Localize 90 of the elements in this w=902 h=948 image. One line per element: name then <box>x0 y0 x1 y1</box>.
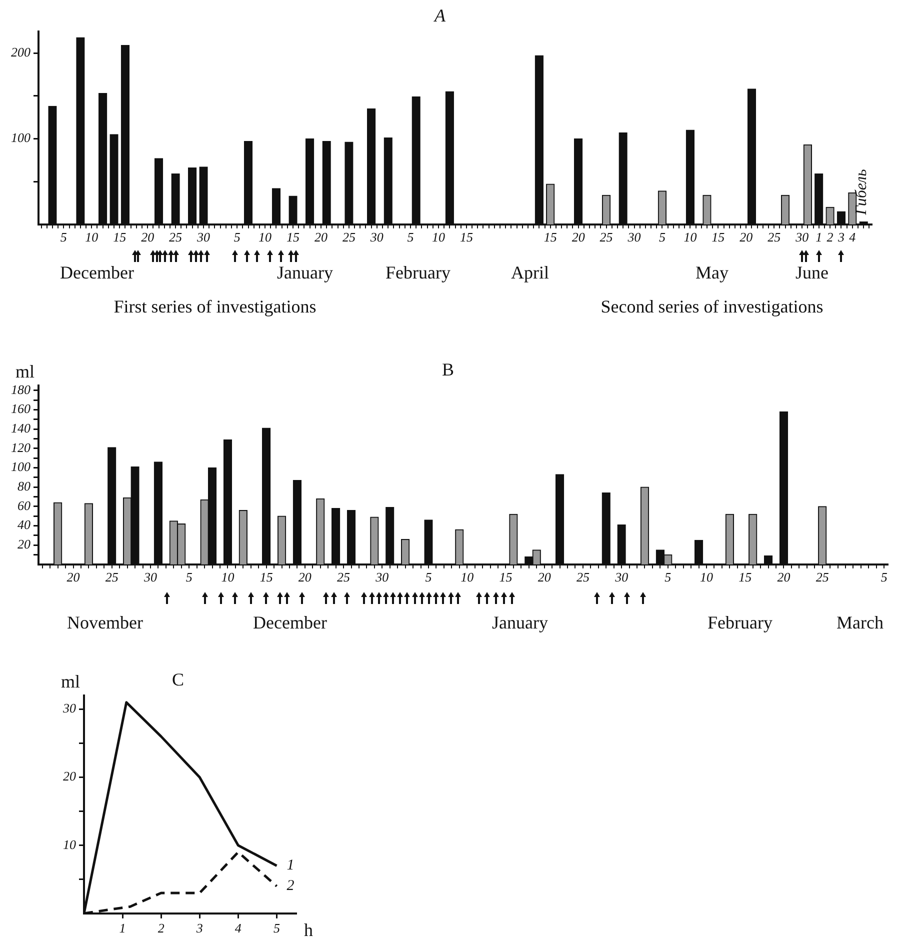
x-tick-label: 10 <box>258 230 272 245</box>
chart-title: B <box>442 360 454 380</box>
x-tick-label: 10 <box>221 570 235 585</box>
x-tick-label: 30 <box>196 230 211 245</box>
y-tick-label: 160 <box>11 401 31 416</box>
x-tick-label: 15 <box>260 570 274 585</box>
y-tick-label: 40 <box>18 517 31 532</box>
text: December <box>60 262 134 284</box>
y-tick-label: 120 <box>11 440 31 455</box>
x-tick-label: 15 <box>544 230 558 245</box>
x-tick-label: 1 <box>119 920 126 936</box>
x-tick-label: 25 <box>337 570 351 585</box>
y-tick-label: 30 <box>62 700 76 716</box>
text: February <box>708 612 772 634</box>
text: January <box>277 262 333 284</box>
x-tick-label: 20 <box>314 230 328 245</box>
text: Second series of investigations <box>600 296 824 318</box>
text: December <box>253 612 327 634</box>
y-tick-label: 20 <box>18 536 31 552</box>
x-tick-label: 25 <box>576 570 590 585</box>
x-tick-label: 10 <box>432 230 446 245</box>
x-tick-label: 4 <box>234 920 242 936</box>
x-tick-label: 25 <box>600 230 614 245</box>
x-tick-label: 5 <box>880 570 888 585</box>
x-tick-label: 25 <box>169 230 183 245</box>
text: May <box>696 262 728 284</box>
annotation: Гибель <box>853 169 871 215</box>
x-tick-label: 25 <box>768 230 782 245</box>
series-label: 2 <box>286 878 295 894</box>
x-tick-label: 30 <box>369 230 384 245</box>
y-axis-title: ml <box>60 671 80 692</box>
y-tick-label: 80 <box>18 478 31 494</box>
x-tick-label: 15 <box>712 230 726 245</box>
text: February <box>386 262 450 284</box>
x-tick-label: 5 <box>407 230 414 245</box>
y-tick-label: 100 <box>11 459 31 474</box>
y-tick-label: 20 <box>63 768 76 784</box>
x-tick-label: 2 <box>826 230 834 245</box>
x-tick-label: 5 <box>658 230 666 245</box>
x-tick-label: 30 <box>794 230 810 245</box>
x-tick-label: 5 <box>234 230 241 245</box>
x-tick-label: 30 <box>626 230 642 245</box>
text: First series of investigations <box>114 296 316 318</box>
x-tick-label: 15 <box>286 230 300 245</box>
x-tick-label: 20 <box>141 230 155 245</box>
x-tick-label: 20 <box>572 230 586 245</box>
x-tick-label: 30 <box>374 570 390 585</box>
x-tick-label: 20 <box>777 570 791 585</box>
y-axis-title: ml <box>15 361 34 382</box>
x-tick-label: 5 <box>664 570 672 585</box>
x-tick-label: 10 <box>700 570 714 585</box>
x-tick-label: 15 <box>738 570 752 585</box>
x-tick-label: 5 <box>425 570 432 585</box>
x-tick-label: 10 <box>85 230 99 245</box>
series-label: 1 <box>286 858 294 874</box>
x-tick-label: 1 <box>816 230 822 245</box>
x-tick-label: 25 <box>105 570 119 585</box>
text: November <box>67 612 143 634</box>
x-tick-label: 5 <box>273 920 280 936</box>
text: January <box>492 612 548 634</box>
x-tick-label: 10 <box>684 230 698 245</box>
chart-title: C <box>172 670 184 690</box>
x-axis-title: h <box>304 920 313 940</box>
x-tick-label: 5 <box>60 230 68 245</box>
x-tick-label: 2 <box>158 920 165 936</box>
x-tick-label: 30 <box>142 570 158 585</box>
y-tick-label: 140 <box>11 420 31 436</box>
chart-title: A <box>434 6 446 26</box>
x-tick-label: 25 <box>342 230 356 245</box>
x-tick-label: 20 <box>538 570 552 585</box>
x-tick-label: 20 <box>740 230 754 245</box>
x-tick-label: 3 <box>836 230 845 245</box>
y-tick-label: 180 <box>11 382 31 397</box>
x-tick-label: 30 <box>614 570 629 585</box>
x-tick-label: 15 <box>113 230 127 245</box>
x-tick-label: 5 <box>186 570 193 585</box>
y-tick-label: 100 <box>11 130 31 146</box>
text: June <box>796 262 828 284</box>
y-tick-label: 60 <box>18 498 31 513</box>
x-tick-label: 3 <box>195 920 204 936</box>
text: April <box>511 262 549 284</box>
x-tick-label: 4 <box>849 230 856 245</box>
y-tick-label: 200 <box>11 44 31 60</box>
x-tick-label: 25 <box>816 570 830 585</box>
x-tick-label: 15 <box>499 570 513 585</box>
y-tick-label: 10 <box>63 836 76 852</box>
x-tick-label: 15 <box>460 230 474 245</box>
x-tick-label: 20 <box>298 570 312 585</box>
text: March <box>836 612 884 634</box>
x-tick-label: 10 <box>460 570 474 585</box>
